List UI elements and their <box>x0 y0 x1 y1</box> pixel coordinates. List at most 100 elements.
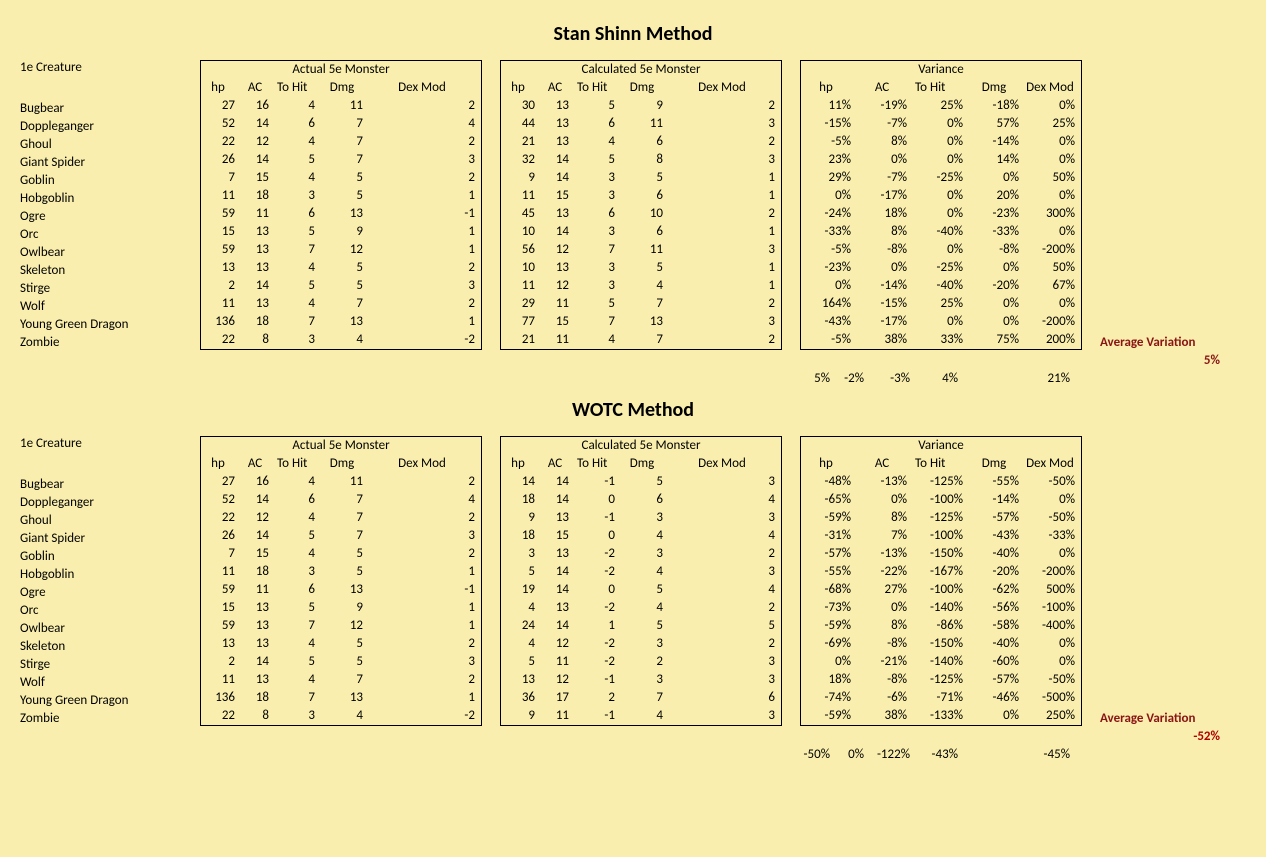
table-cell: -100% <box>913 491 969 509</box>
table-cell: 2 <box>201 277 241 295</box>
table-cell: 5 <box>621 169 669 187</box>
table-cell: 15 <box>541 187 575 205</box>
creature-name: Giant Spider <box>20 154 200 172</box>
table-cell: 16 <box>241 473 275 491</box>
table-cell: 2 <box>575 689 621 707</box>
table-cell: 25% <box>1025 115 1081 133</box>
summary-wrap: 5%-2%-3%4%21% <box>20 370 1246 388</box>
table-cell: 12 <box>541 635 575 653</box>
table-cell: 1 <box>669 259 781 277</box>
table-cell: -60% <box>969 653 1025 671</box>
table-cell: 2 <box>369 545 481 563</box>
table-row: 0%-14%-40%-20%67% <box>801 277 1081 295</box>
table-cell: 3 <box>621 545 669 563</box>
table-row: 1014361 <box>501 223 781 241</box>
table-cell: 4 <box>621 563 669 581</box>
table-cell: -17% <box>857 187 913 205</box>
table-cell: 14 <box>241 527 275 545</box>
variance-summary-cell: -50% <box>796 746 836 764</box>
table-row: 1814064 <box>501 491 781 509</box>
table-cell: 9 <box>321 223 369 241</box>
table-cell: -150% <box>913 635 969 653</box>
table-row: 2414155 <box>501 617 781 635</box>
table-cell: -8% <box>857 241 913 259</box>
column-header: To Hit <box>575 455 621 473</box>
table-cell: 50% <box>1025 259 1081 277</box>
table-cell: 13 <box>541 97 575 115</box>
table-cell: 1 <box>669 277 781 295</box>
table-cell: 18 <box>501 491 541 509</box>
table-cell: 5 <box>275 223 321 241</box>
table-cell: 0% <box>969 313 1025 331</box>
average-variation-value: 5% <box>1100 352 1240 370</box>
table-cell: -14% <box>969 133 1025 151</box>
column-header: AC <box>241 455 275 473</box>
table-cell: -21% <box>857 653 913 671</box>
table-cell: -2 <box>575 545 621 563</box>
table-cell: 22 <box>201 133 241 151</box>
column-header: hp <box>501 79 541 97</box>
table-cell: 4 <box>275 169 321 187</box>
table-row: 27164112 <box>201 473 481 491</box>
table-cell: 9 <box>321 599 369 617</box>
avg-column: Average Variation5% <box>1100 60 1240 370</box>
creature-header-label: 1e Creature <box>20 436 200 476</box>
table-row: -15%-7%0%57%25% <box>801 115 1081 133</box>
table-row: -59%38%-133%0%250% <box>801 707 1081 725</box>
table-cell: 0% <box>1025 635 1081 653</box>
data-block-actual: Actual 5e MonsterhpACTo HitDmgDex Mod271… <box>200 436 482 726</box>
data-grid: 1e CreatureBugbearDopplegangerGhoulGiant… <box>20 60 1246 370</box>
table-cell: 0% <box>969 707 1025 725</box>
table-cell: 14 <box>541 491 575 509</box>
table-cell: 13 <box>241 223 275 241</box>
table-cell: -55% <box>801 563 857 581</box>
table-cell: 36 <box>501 689 541 707</box>
table-cell: 2 <box>201 653 241 671</box>
table-cell: 6 <box>621 133 669 151</box>
table-cell: 2 <box>369 259 481 277</box>
table-cell: 11 <box>501 277 541 295</box>
table-cell: 2 <box>669 635 781 653</box>
table-row: -55%-22%-167%-20%-200% <box>801 563 1081 581</box>
table-row: -65%0%-100%-14%0% <box>801 491 1081 509</box>
table-cell: 0 <box>575 581 621 599</box>
table-cell: 0 <box>575 491 621 509</box>
table-cell: 3 <box>669 653 781 671</box>
table-cell: 12 <box>541 241 575 259</box>
table-cell: 15 <box>541 313 575 331</box>
table-cell: 56 <box>501 241 541 259</box>
creature-name: Orc <box>20 602 200 620</box>
column-header: AC <box>857 455 913 473</box>
table-cell: 75% <box>969 331 1025 349</box>
table-cell: 0% <box>801 653 857 671</box>
table-cell: 4 <box>369 491 481 509</box>
table-cell: 3 <box>669 241 781 259</box>
table-cell: 11 <box>321 473 369 491</box>
table-cell: 59 <box>201 205 241 223</box>
column-header: Dmg <box>621 455 669 473</box>
table-cell: -5% <box>801 331 857 349</box>
table-cell: 0% <box>1025 133 1081 151</box>
table-row: 44136113 <box>501 115 781 133</box>
table-row: -59%8%-86%-58%-400% <box>801 617 1081 635</box>
table-cell: 8 <box>241 707 275 725</box>
table-cell: 7 <box>275 241 321 259</box>
table-cell: 5 <box>321 277 369 295</box>
table-row: 2911572 <box>501 295 781 313</box>
table-cell: 14 <box>241 277 275 295</box>
table-cell: 12 <box>321 617 369 635</box>
table-cell: 0% <box>1025 545 1081 563</box>
table-cell: 3 <box>575 277 621 295</box>
table-cell: 7 <box>321 509 369 527</box>
column-header: hp <box>201 79 241 97</box>
table-cell: -73% <box>801 599 857 617</box>
table-cell: 5 <box>321 635 369 653</box>
block-title: Calculated 5e Monster <box>501 437 781 455</box>
table-cell: 0% <box>1025 187 1081 205</box>
table-row: 5911613-1 <box>201 205 481 223</box>
creature-name: Ogre <box>20 584 200 602</box>
table-cell: 136 <box>201 313 241 331</box>
table-cell: -2 <box>575 635 621 653</box>
table-cell: 1 <box>669 169 781 187</box>
table-cell: 14 <box>541 617 575 635</box>
